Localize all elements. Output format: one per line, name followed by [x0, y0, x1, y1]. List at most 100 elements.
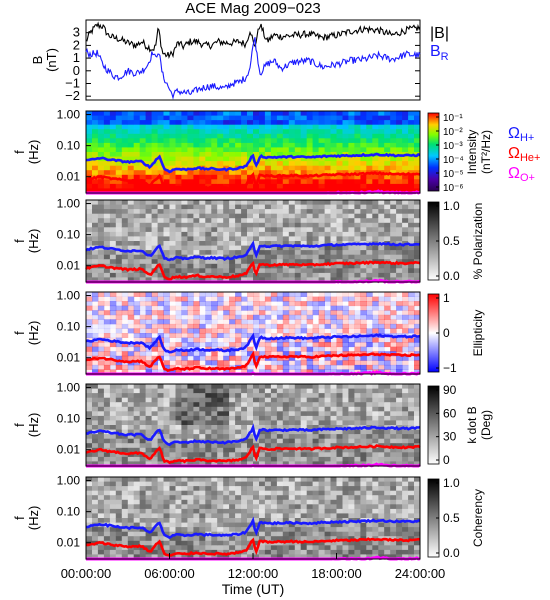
spectrogram-cell: [288, 142, 296, 148]
spectrogram-cell: [229, 245, 236, 251]
spectrogram-cell: [390, 310, 397, 316]
spectrogram-cell: [103, 420, 111, 426]
spectrogram-cell: [193, 415, 200, 421]
spectrogram-cell: [199, 481, 206, 487]
spectrogram-cell: [109, 231, 117, 237]
spectrogram-cell: [264, 554, 272, 560]
spectrogram-cell: [276, 188, 284, 194]
spectrogram-cell: [205, 452, 212, 458]
spectrogram-cell: [300, 259, 308, 265]
spectrogram-cell: [294, 531, 302, 537]
spectrogram-cell: [127, 499, 135, 505]
spectrogram-cell: [163, 429, 170, 435]
spectrogram-cell: [139, 231, 147, 237]
spectrogram-cell: [396, 434, 403, 440]
spectrogram-cell: [288, 477, 296, 482]
spectrogram-cell: [348, 111, 355, 116]
spectrogram-cell: [408, 209, 415, 215]
spectrogram-cell: [109, 188, 117, 194]
spectrogram-cell: [330, 495, 337, 501]
spectrogram-cell: [336, 236, 343, 242]
spectrogram-cell: [199, 355, 206, 361]
spectrogram-cell: [360, 310, 367, 316]
spectrogram-cell: [264, 170, 272, 176]
legend-radial-base: B: [430, 43, 441, 60]
spectrogram-cell: [390, 355, 397, 361]
spectrogram-cell: [181, 531, 188, 537]
spectrogram-cell: [414, 147, 421, 153]
spectrogram-cell: [384, 115, 391, 121]
spectrogram-cell: [300, 504, 308, 510]
spectrogram-cell: [324, 508, 331, 514]
spectrogram-cell: [205, 323, 212, 329]
spectrogram-cell: [86, 360, 93, 366]
spectrogram-cell: [312, 342, 319, 348]
spectrogram-cell: [318, 456, 325, 462]
spectrogram-cell: [217, 129, 224, 135]
spectrogram-cell: [223, 415, 230, 421]
spectrogram-cell: [318, 263, 325, 269]
spectrogram-cell: [235, 292, 242, 297]
spectrogram-cell: [276, 425, 284, 430]
spectrogram-cell: [270, 227, 278, 233]
spectrogram-cell: [342, 218, 349, 224]
spectrogram-cell: [253, 129, 260, 135]
spectrogram-cell: [247, 360, 254, 366]
spectrogram-cell: [402, 393, 409, 399]
spectrogram-cell: [133, 250, 141, 256]
spectrogram-cell: [354, 306, 360, 311]
spectrogram-cell: [396, 296, 403, 302]
spectrogram-cell: [115, 277, 123, 283]
spectrogram-cell: [223, 236, 230, 242]
spectrogram-cell: [205, 461, 212, 467]
spectrogram-cell: [163, 406, 170, 412]
spectrogram-cell: [288, 231, 296, 237]
spectrogram-cell: [145, 259, 152, 265]
spectrogram-cell: [342, 170, 349, 176]
spectrogram-cell: [384, 245, 391, 251]
spectrogram-cell: [253, 499, 260, 505]
spectrogram-cell: [402, 292, 409, 297]
spectrogram-cell: [390, 156, 397, 162]
spectrogram-cell: [312, 277, 319, 283]
spectrogram-cell: [109, 272, 117, 278]
spectrogram-cell: [109, 152, 117, 157]
spectrogram-cell: [205, 218, 212, 224]
spectrogram-cell: [342, 513, 349, 519]
spectrogram-cell: [378, 165, 385, 171]
spectrogram-cell: [282, 536, 290, 542]
spectrogram-cell: [348, 174, 355, 180]
spectrogram-cell: [330, 142, 337, 148]
spectrogram-cell: [145, 411, 152, 417]
spectrogram-cell: [384, 263, 391, 269]
spectrogram-cell: [307, 324, 313, 329]
spectrogram-cell: [354, 170, 361, 176]
spectrogram-cell: [282, 481, 290, 487]
spectrogram-cell: [97, 200, 105, 205]
spectrogram-cell: [199, 296, 206, 302]
spectrogram-cell: [253, 200, 260, 205]
spectrogram-cell: [318, 183, 325, 189]
spectrogram-cell: [127, 111, 135, 116]
spectrogram-cell: [306, 272, 314, 278]
spectrogram-cell: [223, 111, 230, 116]
spectrogram-cell: [145, 508, 152, 514]
spectrogram-cell: [414, 165, 421, 171]
spectrogram-cell: [414, 231, 421, 237]
spectrogram-cell: [342, 236, 349, 242]
spectrogram-cell: [157, 314, 164, 320]
spectrogram-cell: [402, 174, 409, 180]
spectrogram-cell: [306, 305, 314, 311]
spectrogram-cell: [414, 213, 421, 219]
spectrogram-cell: [235, 527, 242, 533]
spectrogram-cell: [360, 364, 367, 370]
spectrogram-cell: [235, 277, 242, 283]
spectrogram-cell: [276, 447, 284, 453]
spectrogram-cell: [211, 138, 218, 144]
spectrogram-cell: [235, 499, 242, 505]
spectrogram-cell: [193, 222, 200, 228]
spectrogram-cell: [378, 156, 385, 162]
spectrogram-cell: [103, 554, 111, 560]
spectrogram-cell: [205, 369, 212, 375]
spectrogram-cell: [300, 245, 308, 251]
